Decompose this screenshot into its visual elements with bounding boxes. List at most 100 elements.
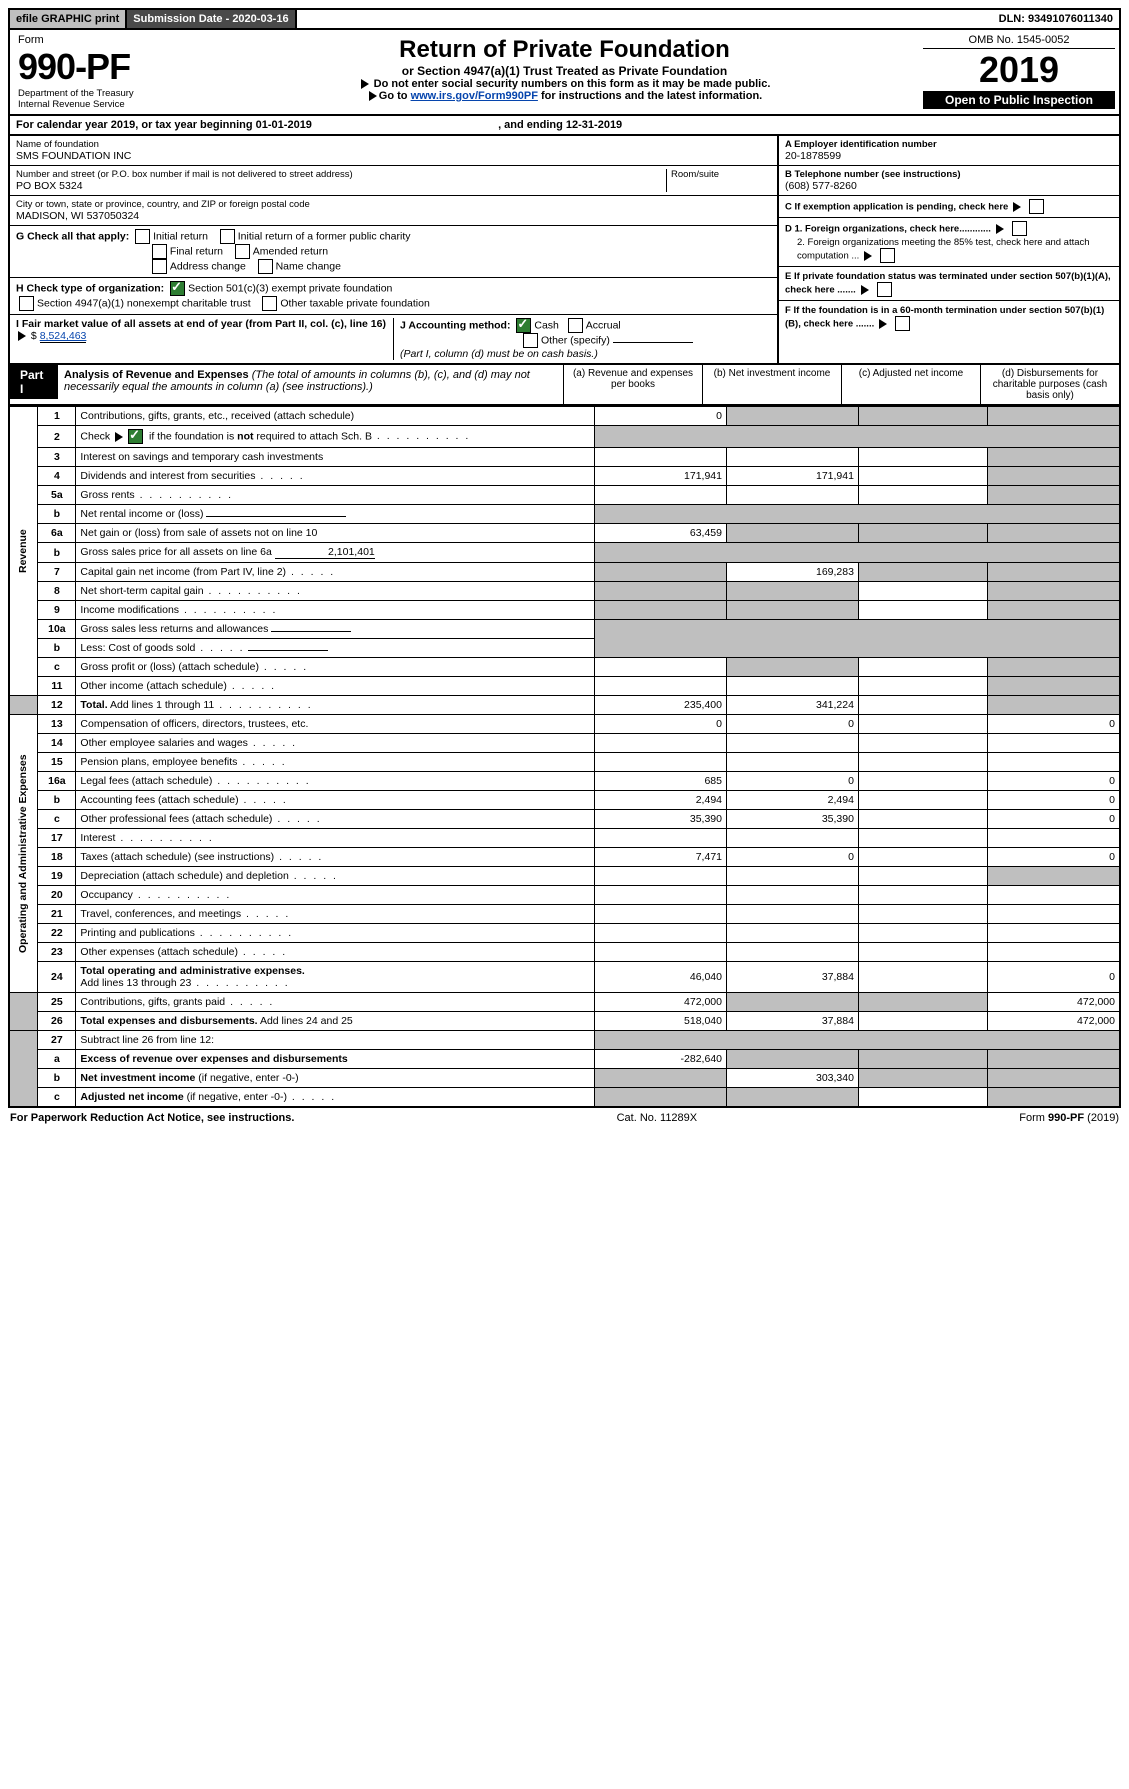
checkbox-accrual[interactable] [568, 318, 583, 333]
col-b [727, 524, 859, 543]
col-a [594, 486, 726, 505]
checkbox-4947[interactable] [19, 296, 34, 311]
checkbox-initial[interactable] [135, 229, 150, 244]
col-a [594, 886, 726, 905]
checkbox-e[interactable] [877, 282, 892, 297]
r18-text: Taxes (attach schedule) (see instruction… [80, 851, 274, 863]
corner-shaded [9, 993, 38, 1031]
checkbox-schb[interactable] [128, 429, 143, 444]
row-desc: Other expenses (attach schedule) [76, 943, 594, 962]
r27b-text: (if negative, enter -0-) [195, 1072, 298, 1084]
phone-cell: B Telephone number (see instructions) (6… [779, 166, 1119, 196]
arrow-icon [861, 285, 869, 295]
arrow-icon [864, 251, 872, 261]
col-c [858, 924, 987, 943]
checkbox-other-tax[interactable] [262, 296, 277, 311]
col-d: 0 [988, 791, 1121, 810]
footer-right: Form 990-PF (2019) [1019, 1112, 1119, 1124]
col-c [858, 943, 987, 962]
gross-sales-less-field[interactable] [271, 631, 351, 632]
checkbox-cash[interactable] [516, 318, 531, 333]
r2-bold: not [237, 430, 253, 442]
table-row: 25 Contributions, gifts, grants paid 472… [9, 993, 1120, 1012]
r2-end: required to attach Sch. B [253, 430, 371, 442]
efile-print-btn[interactable]: efile GRAPHIC print [10, 10, 127, 28]
checkbox-amended[interactable] [235, 244, 250, 259]
row-desc: Interest [76, 829, 594, 848]
checkbox-d1[interactable] [1012, 221, 1027, 236]
col-a [594, 943, 726, 962]
checkbox-f[interactable] [895, 316, 910, 331]
col-a: 685 [594, 772, 726, 791]
gross-sales-field: 2,101,401 [275, 546, 375, 559]
col-c [858, 563, 987, 582]
col-b [727, 734, 859, 753]
opt-amended: Amended return [253, 245, 328, 257]
footer-left: For Paperwork Reduction Act Notice, see … [10, 1112, 294, 1124]
row-num: 25 [38, 993, 76, 1012]
r11-text: Other income (attach schedule) [80, 680, 227, 692]
r5a-text: Gross rents [80, 489, 134, 501]
row-num: 9 [38, 601, 76, 620]
row-num: 7 [38, 563, 76, 582]
checkbox-d2[interactable] [880, 248, 895, 263]
e-label: E If private foundation status was termi… [785, 271, 1111, 295]
row-desc: Net short-term capital gain [76, 582, 594, 601]
g-row: G Check all that apply: Initial return I… [10, 226, 777, 278]
r22-text: Printing and publications [80, 927, 194, 939]
col-a: 0 [594, 407, 726, 426]
checkbox-final[interactable] [152, 244, 167, 259]
col-d [988, 563, 1121, 582]
col-d [988, 467, 1121, 486]
col-a: 518,040 [594, 1012, 726, 1031]
r16a-text: Legal fees (attach schedule) [80, 775, 212, 787]
row-desc: Compensation of officers, directors, tru… [76, 715, 594, 734]
r24-text: Add lines 13 through 23 [80, 977, 191, 989]
r6b-text: Gross sales price for all assets on line… [80, 546, 271, 558]
rental-field[interactable] [206, 516, 346, 517]
col-b: 171,941 [727, 467, 859, 486]
part1-table: Revenue 1 Contributions, gifts, grants, … [8, 406, 1121, 1108]
table-row: 11 Other income (attach schedule) [9, 677, 1120, 696]
col-c [858, 1012, 987, 1031]
table-row: c Other professional fees (attach schedu… [9, 810, 1120, 829]
r10b-text: Less: Cost of goods sold [80, 642, 195, 654]
col-c [858, 905, 987, 924]
row-num: 21 [38, 905, 76, 924]
other-field[interactable] [613, 342, 693, 343]
col-a [594, 734, 726, 753]
row-desc: Occupancy [76, 886, 594, 905]
checkbox-501c3[interactable] [170, 281, 185, 296]
row-num: 6a [38, 524, 76, 543]
col-c [858, 753, 987, 772]
checkbox-address[interactable] [152, 259, 167, 274]
row-num: 10a [38, 620, 76, 639]
row-num: 4 [38, 467, 76, 486]
row-desc: Gross sales price for all assets on line… [76, 543, 594, 563]
col-a: 171,941 [594, 467, 726, 486]
opt-address: Address change [170, 260, 246, 272]
col-d [988, 924, 1121, 943]
checkbox-name[interactable] [258, 259, 273, 274]
checkbox-initial-former[interactable] [220, 229, 235, 244]
arrow-icon [361, 79, 369, 89]
arrow-icon [115, 432, 123, 442]
table-row: 23 Other expenses (attach schedule) [9, 943, 1120, 962]
col-a: -282,640 [594, 1050, 726, 1069]
cogs-field[interactable] [248, 650, 328, 651]
info-grid: Name of foundation SMS FOUNDATION INC Nu… [8, 136, 1121, 365]
irs-link[interactable]: www.irs.gov/Form990PF [411, 90, 538, 102]
row-desc: Adjusted net income (if negative, enter … [76, 1088, 594, 1108]
part1-desc: Analysis of Revenue and Expenses (The to… [58, 365, 563, 404]
row-desc: Gross sales less returns and allowances [76, 620, 594, 639]
col-c [858, 486, 987, 505]
col-b: 2,494 [727, 791, 859, 810]
checkbox-c[interactable] [1029, 199, 1044, 214]
col-b-header: (b) Net investment income [702, 365, 841, 404]
checkbox-other-method[interactable] [523, 333, 538, 348]
col-b [727, 601, 859, 620]
col-c [858, 810, 987, 829]
col-a [594, 658, 726, 677]
row-num: 11 [38, 677, 76, 696]
fmv-link[interactable]: 8,524,463 [40, 330, 87, 343]
